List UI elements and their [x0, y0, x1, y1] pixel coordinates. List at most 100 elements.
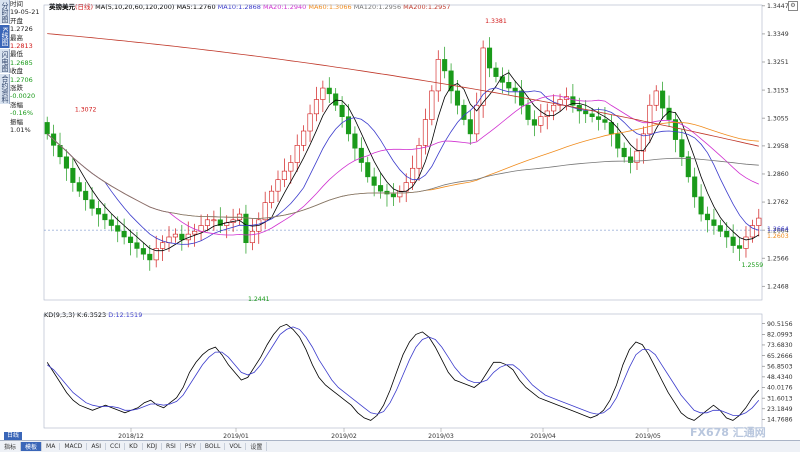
- candle-body: [595, 116, 602, 120]
- toolbar-item[interactable]: VOL: [225, 443, 247, 450]
- ma200-value: MA200:1.2957: [403, 3, 451, 11]
- ma60-value: MA60:1.3066: [308, 3, 352, 11]
- toolbar-item[interactable]: KDJ: [143, 443, 163, 450]
- toolbar-item[interactable]: ASI: [87, 443, 106, 450]
- kd-k-value: K:6.3523: [76, 311, 107, 319]
- kd-y-tick-label: 14.7686: [767, 417, 793, 424]
- candle-body: [160, 242, 166, 249]
- y-tick-label: 1.2664: [767, 227, 789, 234]
- candle-body: [326, 87, 332, 95]
- toolbar-item[interactable]: 指标: [0, 442, 22, 451]
- x-tick-label: 2019/03: [428, 433, 454, 440]
- candle-body: [724, 230, 730, 238]
- day-badge: 日线: [4, 432, 23, 440]
- candle-body: [128, 236, 134, 244]
- ma20-line: [46, 95, 759, 236]
- candle-body: [249, 230, 255, 244]
- sidebar-tab-contract[interactable]: 合约资料: [0, 74, 10, 104]
- candle-body: [621, 147, 627, 158]
- candle-body: [378, 185, 384, 192]
- period-label: (日线): [75, 3, 94, 11]
- candle-body: [461, 104, 467, 120]
- ma200-line: [47, 33, 759, 147]
- kd-y-tick-label: 90.5156: [767, 321, 793, 328]
- toolbar-item[interactable]: CCI: [106, 443, 126, 450]
- candle-body: [563, 96, 570, 100]
- ma120-line: [46, 133, 759, 219]
- candle-body: [211, 219, 217, 222]
- open-value: 1.2726: [10, 25, 33, 34]
- kd-y-tick-label: 65.2666: [767, 353, 793, 360]
- candle-body: [236, 213, 243, 221]
- candle-body: [512, 87, 518, 92]
- candle-body: [269, 190, 275, 203]
- candle-body: [653, 90, 659, 106]
- candle-body: [371, 176, 377, 186]
- candle-body: [487, 47, 493, 69]
- toolbar-item[interactable]: 设置: [246, 442, 268, 451]
- candle-body: [442, 59, 448, 72]
- sidebar-tab-kline[interactable]: K线图: [0, 25, 10, 48]
- candle-body: [660, 90, 666, 109]
- symbol-name: 英镑美元: [49, 3, 75, 11]
- ma5-line: [46, 72, 760, 252]
- kd-panel-frame: [43, 313, 763, 429]
- candle-body: [730, 236, 736, 246]
- candle-body: [333, 93, 339, 106]
- candle-body: [185, 233, 191, 241]
- toolbar-item[interactable]: RSI: [162, 443, 181, 450]
- y-tick-label: 1.2566: [767, 255, 789, 262]
- price-annotation: 1.3381: [485, 18, 507, 25]
- ma10-value: MA10:1.2868: [217, 3, 261, 11]
- candle-body: [551, 104, 557, 112]
- candle-body: [121, 230, 127, 238]
- change-label: 涨跌: [10, 84, 23, 93]
- candle-body: [89, 199, 95, 209]
- candle-body: [198, 225, 204, 232]
- kd-params: KD(9,3,3): [44, 311, 75, 319]
- candle-body: [583, 110, 589, 115]
- candle-body: [83, 190, 89, 201]
- ma10-line: [46, 87, 759, 245]
- toolbar-item[interactable]: KD: [125, 443, 143, 450]
- candle-body: [557, 99, 563, 106]
- amp-value: 1.01%: [10, 126, 31, 135]
- candle-body: [570, 96, 576, 106]
- candle-body: [634, 150, 640, 163]
- candle-body: [256, 219, 262, 232]
- candle-body: [743, 236, 749, 249]
- candle-body: [525, 104, 531, 120]
- candle-body: [429, 90, 435, 120]
- candle-body: [397, 190, 403, 198]
- candle-body: [647, 104, 653, 135]
- low-label: 最低: [10, 50, 23, 59]
- toolbar-item[interactable]: MACD: [60, 443, 88, 450]
- toolbar-item[interactable]: PSY: [181, 443, 201, 450]
- candle-body: [192, 230, 198, 235]
- sidebar-tab-timeshare[interactable]: 分时图: [0, 0, 10, 24]
- candle-body: [57, 145, 63, 158]
- candle-body: [115, 225, 121, 232]
- candle-body: [480, 47, 486, 106]
- toolbar-item[interactable]: MA: [42, 443, 61, 450]
- candle-body: [544, 110, 550, 117]
- candle-body: [243, 213, 249, 244]
- candle-body: [628, 156, 634, 163]
- time-value: 19-05-21: [10, 8, 40, 17]
- candle-body: [390, 193, 396, 198]
- x-tick-label: 2019/04: [530, 433, 556, 440]
- y-tick-label: 1.3153: [767, 87, 789, 94]
- toolbar-item[interactable]: BOLL: [201, 443, 226, 450]
- candle-body: [166, 236, 172, 244]
- candle-body: [313, 99, 319, 115]
- sidebar-tab-lightning[interactable]: 闪电图: [0, 49, 10, 73]
- candle-body: [224, 222, 230, 226]
- candle-body: [307, 113, 313, 132]
- settings-icon[interactable]: ⚙: [788, 1, 798, 11]
- candle-body: [384, 190, 390, 195]
- candle-body: [692, 176, 698, 198]
- toolbar-item[interactable]: 模板: [21, 442, 43, 451]
- candle-body: [749, 225, 755, 238]
- candle-body: [63, 156, 69, 169]
